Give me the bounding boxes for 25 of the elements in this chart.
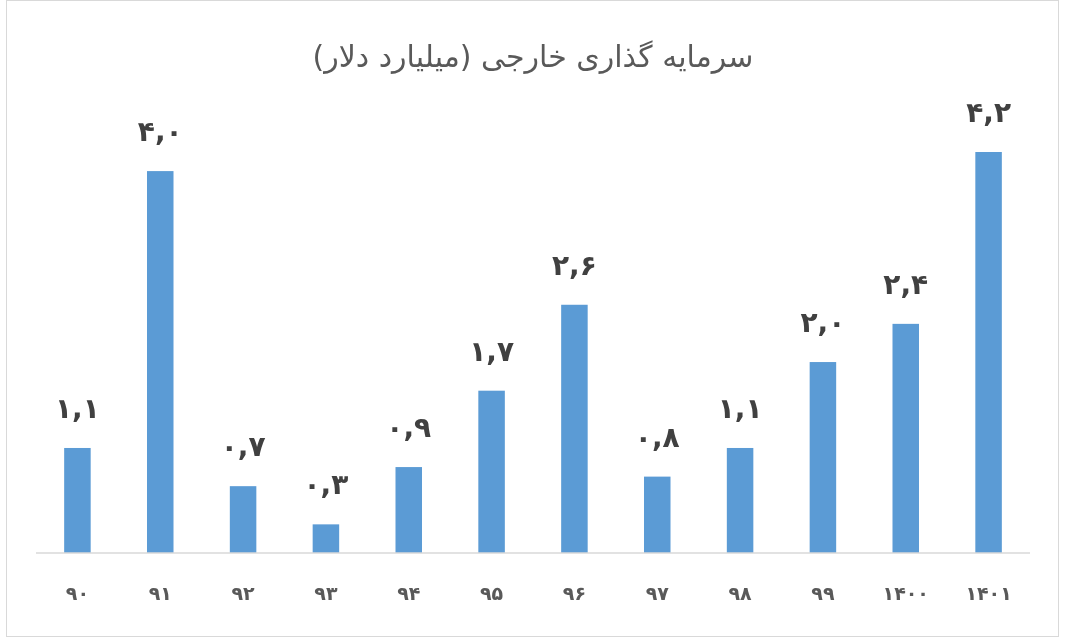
data-label: ۰,۳ [303, 468, 349, 502]
x-tick-label: ۹۵ [479, 582, 504, 604]
data-label: ۱,۷ [469, 334, 514, 368]
x-tick-label: ۹۴ [397, 582, 421, 604]
data-label: ۱,۱ [55, 391, 100, 425]
x-tick-label: ۹۳ [314, 582, 338, 604]
x-tick-label: ۹۰ [65, 582, 90, 604]
x-tick-label: ۹۷ [645, 582, 670, 604]
data-label: ۰,۷ [220, 430, 266, 464]
x-tick-label: ۱۴۰۱ [965, 582, 1012, 604]
x-tick-label: ۹۱ [148, 582, 172, 604]
x-tick-label: ۹۶ [562, 582, 587, 604]
data-label: ۰,۸ [634, 420, 680, 454]
x-tick-label: ۹۹ [811, 582, 835, 604]
x-tick-label: ۱۴۰۰ [882, 582, 929, 604]
data-label: ۲,۰ [800, 306, 846, 340]
x-tick-label: ۹۸ [728, 582, 753, 604]
data-label: ۰,۹ [386, 411, 432, 445]
x-tick-label: ۹۲ [231, 582, 256, 604]
title: سرمایه گذاری خارجی (میلیارد دلار) [312, 39, 754, 74]
data-label: ۴,۲ [966, 96, 1011, 129]
data-label: ۴,۰ [137, 115, 183, 149]
data-label: ۱,۱ [717, 391, 763, 425]
data-label: ۲,۶ [552, 248, 597, 282]
data-label: ۲,۴ [883, 267, 929, 301]
